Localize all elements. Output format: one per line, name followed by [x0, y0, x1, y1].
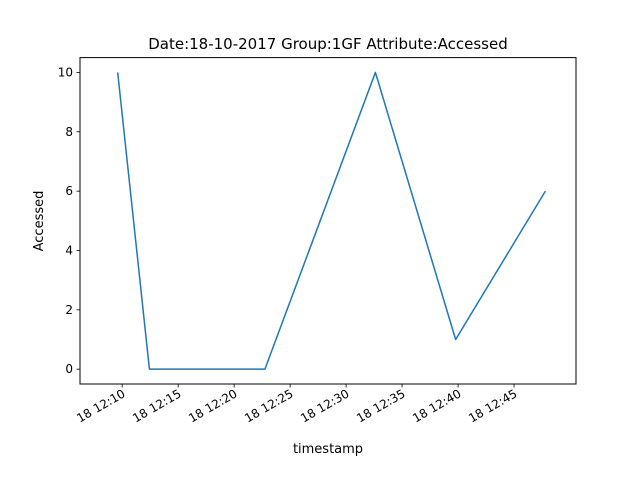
x-tick-label: 18 12:15: [130, 386, 183, 425]
y-axis: 0 2 4 6 8 10: [58, 65, 80, 376]
x-tick-label: 18 12:20: [186, 386, 239, 425]
y-tick-label: 0: [65, 362, 73, 376]
y-tick-label: 2: [65, 303, 73, 317]
x-axis-label: timestamp: [293, 442, 363, 457]
y-tick-label: 4: [65, 243, 73, 257]
y-axis-label: Accessed: [32, 191, 47, 252]
x-tick-label: 18 12:40: [410, 386, 463, 425]
y-tick-label: 10: [58, 65, 73, 79]
axes-frame: [79, 57, 577, 385]
x-tick-label: 18 12:25: [242, 386, 295, 425]
plot-area: [116, 71, 547, 370]
series-line-0: [116, 71, 547, 370]
chart-title: Date:18-10-2017 Group:1GF Attribute:Acce…: [148, 35, 508, 53]
x-tick-label: 18 12:45: [466, 386, 519, 425]
y-tick-label: 6: [65, 184, 73, 198]
y-tick-label: 8: [65, 125, 73, 139]
x-tick-label: 18 12:35: [354, 386, 407, 425]
x-tick-label: 18 12:10: [74, 386, 127, 425]
x-tick-label: 18 12:30: [298, 386, 351, 425]
x-axis: 18 12:10 18 12:15 18 12:20 18 12:25 18 12:30…: [74, 384, 520, 425]
